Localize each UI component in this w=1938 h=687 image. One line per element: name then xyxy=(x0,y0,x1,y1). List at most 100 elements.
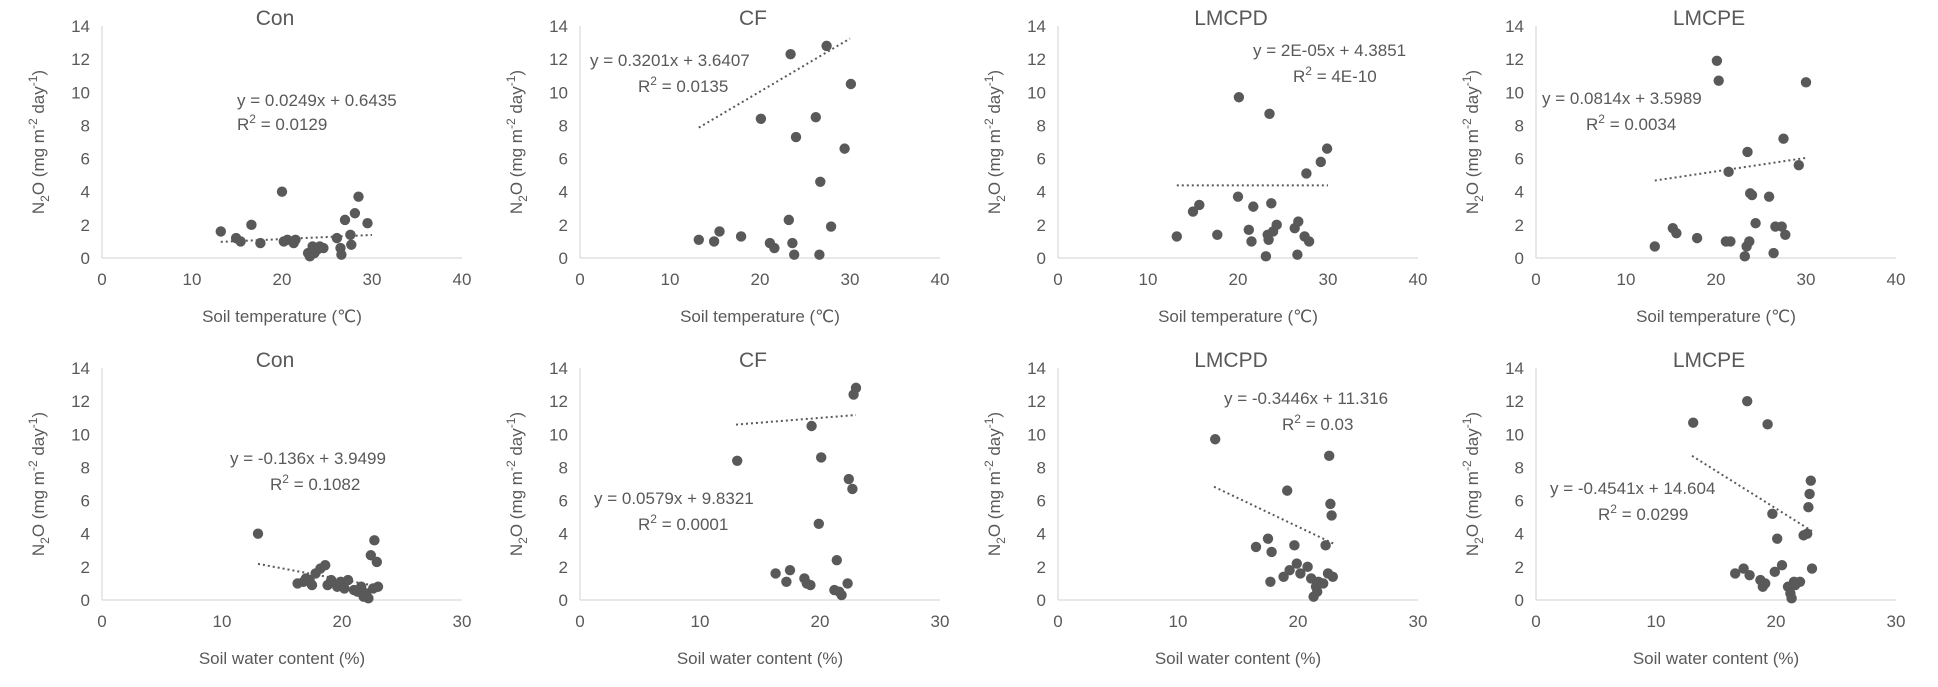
data-point xyxy=(1746,189,1758,201)
data-point xyxy=(1806,563,1818,574)
data-point xyxy=(810,111,821,123)
y-tick-label: 10 xyxy=(1027,83,1046,102)
x-tick-label: 40 xyxy=(1409,270,1428,289)
y-label-part: day xyxy=(1463,428,1482,461)
y-tick-label: 2 xyxy=(81,216,90,235)
data-point xyxy=(1803,502,1814,513)
x-tick-label: 30 xyxy=(931,612,950,631)
y-tick-label: 8 xyxy=(1037,116,1046,135)
y-tick-label: 0 xyxy=(1515,591,1524,610)
y-label-part: N xyxy=(29,544,48,556)
y-label-script: -2 xyxy=(504,460,518,471)
x-axis-label: Soil water content (%) xyxy=(677,649,843,668)
data-point xyxy=(276,186,288,197)
y-tick-label: 4 xyxy=(81,525,90,544)
data-point xyxy=(1302,561,1313,573)
data-point xyxy=(1301,168,1312,179)
r-squared-exponent: 2 xyxy=(650,74,657,88)
x-tick-label: 30 xyxy=(1797,270,1816,289)
y-label-script: -2 xyxy=(26,118,40,129)
data-point xyxy=(1325,498,1336,510)
r-squared-label: R2 = 0.0129 xyxy=(237,112,327,134)
x-tick-label: 0 xyxy=(575,270,584,289)
y-tick-label: 6 xyxy=(1037,492,1046,511)
x-tick-label: 40 xyxy=(1887,270,1906,289)
data-point xyxy=(790,131,802,143)
y-label-script: -2 xyxy=(1460,460,1474,471)
x-tick-label: 20 xyxy=(751,270,770,289)
data-point xyxy=(1762,419,1773,430)
y-tick-label: 10 xyxy=(549,425,568,444)
data-point xyxy=(306,579,318,591)
data-point xyxy=(1769,566,1781,578)
y-label-part: O (mg m xyxy=(507,471,526,537)
y-tick-label: 0 xyxy=(559,249,568,268)
data-point xyxy=(1292,249,1303,260)
data-point xyxy=(769,242,780,254)
x-tick-label: 40 xyxy=(931,270,950,289)
data-point xyxy=(215,226,226,237)
data-point xyxy=(1671,227,1682,239)
data-point xyxy=(787,237,798,249)
r-squared-letter: R xyxy=(638,515,650,534)
y-label-part: N xyxy=(1463,544,1482,556)
y-axis-label: N2O (mg m-2 day-1) xyxy=(504,412,530,556)
r-squared-value: = 0.1082 xyxy=(289,475,360,494)
y-label-script: -2 xyxy=(982,118,996,129)
data-point xyxy=(342,574,354,586)
r-squared-value: = 0.0034 xyxy=(1605,115,1676,134)
y-label-part: N xyxy=(985,202,1004,214)
data-point xyxy=(372,581,384,592)
r-squared-exponent: 2 xyxy=(1598,112,1605,126)
y-label-script: -1 xyxy=(1460,75,1474,86)
trendline-equation: y = -0.136x + 3.9499 xyxy=(230,449,386,468)
x-tick-label: 0 xyxy=(575,612,584,631)
data-point xyxy=(1776,560,1788,571)
y-tick-label: 10 xyxy=(1505,425,1524,444)
trendline-equation: y = 0.0814x + 3.5989 xyxy=(1542,89,1702,108)
chart-panel: 0 2 4 6 8 10 12 14 0 10 20 30 40 LMCPD Soil temperatur… xyxy=(982,7,1427,326)
trendline-equation: y = 0.0249x + 0.6435 xyxy=(237,91,397,110)
panel-title: LMCPE xyxy=(1673,349,1745,372)
y-label-script: 2 xyxy=(994,537,1008,544)
data-point xyxy=(339,214,351,226)
r-squared-letter: R xyxy=(237,115,249,134)
data-point xyxy=(1326,510,1337,521)
data-point xyxy=(1768,247,1779,259)
y-tick-label: 8 xyxy=(1515,116,1524,135)
y-label-part: ) xyxy=(985,412,1004,418)
chart-panel: 0 2 4 6 8 10 12 14 0 10 20 30 Con Soil water content … xyxy=(26,349,471,668)
r-squared-letter: R xyxy=(270,475,282,494)
y-tick-label: 12 xyxy=(1027,392,1046,411)
data-point xyxy=(714,226,725,237)
y-tick-label: 14 xyxy=(71,17,90,36)
y-label-part: day xyxy=(507,86,526,119)
y-tick-label: 14 xyxy=(549,359,568,378)
r-squared-label: R2 = 0.03 xyxy=(1282,412,1353,434)
data-point xyxy=(1324,450,1335,462)
data-point xyxy=(821,40,832,52)
y-label-part: O (mg m xyxy=(507,129,526,195)
r-squared-label: R2 = 4E-10 xyxy=(1293,64,1377,86)
y-label-part: ) xyxy=(29,412,48,418)
panel-title: LMCPE xyxy=(1673,7,1745,30)
y-label-part: N xyxy=(507,202,526,214)
r-squared-letter: R xyxy=(638,77,650,96)
data-point xyxy=(1730,568,1741,579)
chart-panel: 0 2 4 6 8 10 12 14 0 10 20 30 LMCPD Soil water conten… xyxy=(982,349,1427,668)
data-point xyxy=(1282,485,1293,496)
y-tick-label: 14 xyxy=(1505,359,1524,378)
y-tick-label: 6 xyxy=(81,150,90,169)
data-point xyxy=(813,518,824,529)
x-axis-label: Soil temperature (℃) xyxy=(680,307,840,326)
data-point xyxy=(252,528,264,539)
y-label-script: 2 xyxy=(516,537,530,544)
y-tick-label: 10 xyxy=(1505,83,1524,102)
data-point xyxy=(732,455,743,466)
chart-panel: 0 2 4 6 8 10 12 14 0 10 20 30 40 Con Soil temperature … xyxy=(26,7,471,326)
y-tick-label: 4 xyxy=(1037,525,1046,544)
data-point xyxy=(235,236,246,247)
y-tick-label: 2 xyxy=(81,558,90,577)
x-tick-label: 10 xyxy=(1139,270,1158,289)
